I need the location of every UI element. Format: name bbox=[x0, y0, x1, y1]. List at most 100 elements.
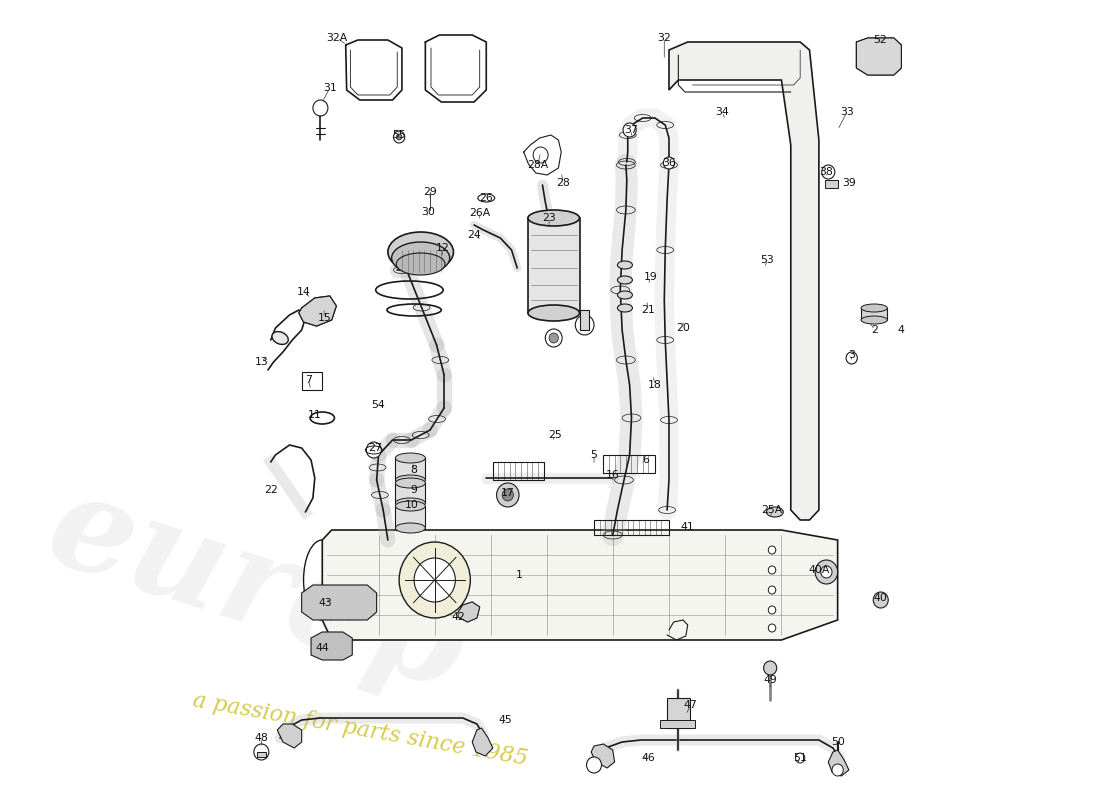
Text: 53: 53 bbox=[760, 255, 774, 265]
Text: 8: 8 bbox=[410, 465, 418, 475]
Ellipse shape bbox=[861, 316, 888, 324]
Ellipse shape bbox=[477, 194, 495, 202]
Text: 6: 6 bbox=[642, 455, 649, 465]
Text: 10: 10 bbox=[405, 500, 418, 510]
Text: 44: 44 bbox=[316, 643, 329, 653]
Circle shape bbox=[795, 753, 805, 763]
Ellipse shape bbox=[617, 304, 632, 312]
Ellipse shape bbox=[617, 261, 632, 269]
Text: 37: 37 bbox=[625, 125, 638, 135]
Polygon shape bbox=[311, 632, 352, 660]
Polygon shape bbox=[299, 296, 337, 326]
Text: 13: 13 bbox=[254, 357, 268, 367]
Ellipse shape bbox=[395, 498, 426, 508]
Circle shape bbox=[366, 442, 382, 458]
Circle shape bbox=[575, 315, 594, 335]
Bar bbox=[301, 372, 322, 390]
Ellipse shape bbox=[861, 304, 888, 312]
Circle shape bbox=[768, 566, 776, 574]
Ellipse shape bbox=[395, 501, 426, 511]
Text: 3: 3 bbox=[848, 350, 855, 360]
Text: 26: 26 bbox=[480, 193, 493, 203]
Bar bbox=[594, 520, 669, 535]
Ellipse shape bbox=[392, 242, 450, 274]
Circle shape bbox=[396, 134, 402, 140]
Ellipse shape bbox=[388, 232, 453, 272]
Text: 15: 15 bbox=[317, 313, 331, 323]
Text: 20: 20 bbox=[676, 323, 690, 333]
Text: 52: 52 bbox=[873, 35, 887, 45]
Text: 5: 5 bbox=[591, 450, 597, 460]
Ellipse shape bbox=[528, 305, 580, 321]
Text: 38: 38 bbox=[820, 167, 834, 177]
Circle shape bbox=[312, 100, 328, 116]
Polygon shape bbox=[458, 602, 480, 622]
Circle shape bbox=[846, 352, 857, 364]
Bar bbox=[604, 455, 654, 473]
Text: 40: 40 bbox=[873, 593, 888, 603]
Circle shape bbox=[815, 560, 837, 584]
Text: 46: 46 bbox=[641, 753, 656, 763]
Text: 30: 30 bbox=[421, 207, 436, 217]
Circle shape bbox=[873, 592, 888, 608]
Text: 24: 24 bbox=[468, 230, 481, 240]
Circle shape bbox=[399, 542, 471, 618]
Text: 12: 12 bbox=[436, 243, 449, 253]
Circle shape bbox=[549, 333, 559, 343]
Text: 47: 47 bbox=[684, 700, 697, 710]
Text: 28A: 28A bbox=[527, 160, 549, 170]
Circle shape bbox=[768, 606, 776, 614]
Text: 32A: 32A bbox=[327, 33, 348, 43]
Text: 26A: 26A bbox=[469, 208, 491, 218]
Circle shape bbox=[763, 661, 777, 675]
Circle shape bbox=[414, 558, 455, 602]
Circle shape bbox=[534, 147, 548, 163]
Circle shape bbox=[394, 131, 405, 143]
Circle shape bbox=[586, 757, 602, 773]
Text: 16: 16 bbox=[606, 470, 619, 480]
Text: 27: 27 bbox=[367, 443, 382, 453]
Ellipse shape bbox=[767, 507, 783, 517]
Bar bbox=[256, 752, 266, 757]
Circle shape bbox=[768, 624, 776, 632]
Circle shape bbox=[821, 566, 832, 578]
Text: 11: 11 bbox=[308, 410, 321, 420]
Text: 51: 51 bbox=[793, 753, 807, 763]
Text: 22: 22 bbox=[264, 485, 277, 495]
Polygon shape bbox=[669, 42, 818, 520]
Text: a passion for parts since 1985: a passion for parts since 1985 bbox=[190, 690, 529, 770]
Text: 21: 21 bbox=[641, 305, 656, 315]
Bar bbox=[580, 310, 590, 330]
Polygon shape bbox=[472, 728, 493, 756]
Text: 50: 50 bbox=[830, 737, 845, 747]
Text: 19: 19 bbox=[644, 272, 657, 282]
Text: 25A: 25A bbox=[761, 505, 783, 515]
Ellipse shape bbox=[395, 475, 426, 485]
Text: 48: 48 bbox=[254, 733, 268, 743]
Text: 25: 25 bbox=[548, 430, 561, 440]
Text: 54: 54 bbox=[372, 400, 385, 410]
Text: 32: 32 bbox=[658, 33, 671, 43]
Text: 2: 2 bbox=[871, 325, 879, 335]
Text: 9: 9 bbox=[410, 485, 418, 495]
Text: 41: 41 bbox=[681, 522, 694, 532]
Bar bbox=[667, 698, 690, 728]
Circle shape bbox=[832, 764, 844, 776]
Bar bbox=[861, 308, 888, 320]
Text: 55: 55 bbox=[393, 130, 406, 140]
Circle shape bbox=[546, 329, 562, 347]
Text: 28: 28 bbox=[557, 178, 570, 188]
Circle shape bbox=[254, 744, 268, 760]
Text: europ: europ bbox=[32, 462, 481, 718]
Text: 40A: 40A bbox=[808, 565, 829, 575]
Circle shape bbox=[503, 489, 514, 501]
Circle shape bbox=[768, 546, 776, 554]
Ellipse shape bbox=[395, 453, 426, 463]
Text: 29: 29 bbox=[424, 187, 437, 197]
Ellipse shape bbox=[617, 276, 632, 284]
Text: 43: 43 bbox=[318, 598, 332, 608]
Circle shape bbox=[663, 157, 674, 169]
Text: 45: 45 bbox=[498, 715, 512, 725]
Text: 39: 39 bbox=[842, 178, 856, 188]
Text: 14: 14 bbox=[297, 287, 310, 297]
